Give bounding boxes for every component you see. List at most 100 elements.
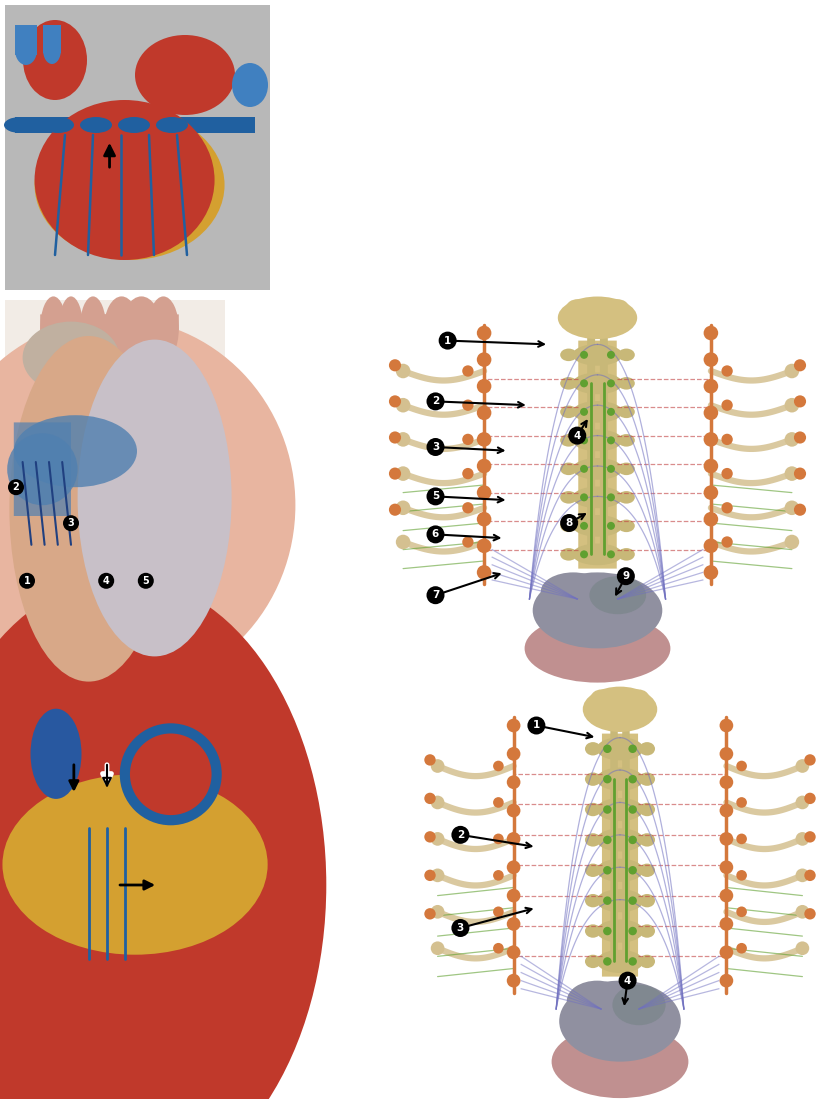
- Ellipse shape: [147, 297, 179, 362]
- Text: 7: 7: [432, 590, 439, 600]
- Text: 3: 3: [456, 923, 464, 933]
- Circle shape: [803, 792, 815, 804]
- Ellipse shape: [618, 491, 634, 503]
- Circle shape: [492, 833, 503, 844]
- Circle shape: [423, 831, 435, 843]
- Circle shape: [476, 379, 491, 393]
- Ellipse shape: [563, 1030, 631, 1069]
- Circle shape: [388, 503, 400, 515]
- Circle shape: [462, 400, 473, 411]
- Text: 1: 1: [24, 576, 30, 586]
- Circle shape: [492, 943, 503, 954]
- Ellipse shape: [638, 924, 654, 937]
- Circle shape: [784, 466, 799, 481]
- Ellipse shape: [2, 775, 267, 955]
- Circle shape: [703, 325, 717, 341]
- Ellipse shape: [638, 955, 654, 968]
- FancyBboxPatch shape: [601, 734, 637, 977]
- Circle shape: [794, 759, 808, 773]
- Circle shape: [476, 486, 491, 500]
- Circle shape: [719, 945, 732, 959]
- Ellipse shape: [34, 100, 215, 260]
- Ellipse shape: [4, 116, 36, 133]
- Circle shape: [450, 919, 468, 937]
- Circle shape: [719, 832, 732, 846]
- Circle shape: [703, 353, 717, 367]
- Ellipse shape: [194, 116, 226, 133]
- Circle shape: [430, 759, 444, 773]
- Ellipse shape: [584, 893, 600, 908]
- Circle shape: [703, 432, 717, 446]
- Ellipse shape: [618, 548, 634, 560]
- Ellipse shape: [566, 299, 588, 315]
- Circle shape: [462, 536, 473, 547]
- Circle shape: [627, 806, 636, 813]
- Circle shape: [721, 536, 732, 547]
- Ellipse shape: [559, 548, 577, 560]
- Circle shape: [803, 869, 815, 881]
- FancyBboxPatch shape: [104, 314, 139, 357]
- Circle shape: [627, 866, 636, 875]
- Ellipse shape: [638, 893, 654, 908]
- Ellipse shape: [572, 430, 622, 452]
- Ellipse shape: [79, 297, 106, 362]
- Ellipse shape: [589, 576, 645, 614]
- Circle shape: [794, 796, 808, 809]
- Text: 2: 2: [12, 482, 20, 492]
- Circle shape: [784, 535, 799, 550]
- Ellipse shape: [627, 689, 649, 707]
- Circle shape: [423, 792, 435, 804]
- FancyBboxPatch shape: [586, 318, 595, 546]
- Ellipse shape: [15, 35, 37, 65]
- Circle shape: [603, 835, 611, 844]
- Text: 5: 5: [432, 491, 439, 501]
- FancyBboxPatch shape: [79, 314, 106, 357]
- Circle shape: [426, 525, 444, 543]
- Circle shape: [793, 467, 805, 479]
- Circle shape: [476, 458, 491, 474]
- Circle shape: [492, 797, 503, 808]
- Circle shape: [719, 974, 732, 988]
- Ellipse shape: [618, 463, 634, 475]
- Circle shape: [506, 974, 520, 988]
- Ellipse shape: [572, 487, 622, 508]
- Circle shape: [616, 567, 634, 585]
- Text: 1: 1: [443, 335, 450, 345]
- Ellipse shape: [30, 709, 81, 799]
- Circle shape: [735, 833, 746, 844]
- Text: 3: 3: [432, 442, 439, 452]
- Ellipse shape: [559, 406, 577, 418]
- FancyBboxPatch shape: [15, 25, 37, 55]
- Circle shape: [396, 466, 410, 481]
- Circle shape: [803, 754, 815, 766]
- Circle shape: [423, 754, 435, 766]
- Circle shape: [8, 479, 24, 496]
- Circle shape: [793, 432, 805, 444]
- Circle shape: [579, 379, 587, 387]
- Circle shape: [492, 907, 503, 918]
- Circle shape: [721, 365, 732, 377]
- Ellipse shape: [40, 297, 66, 362]
- Ellipse shape: [618, 348, 634, 362]
- Ellipse shape: [559, 463, 577, 475]
- Ellipse shape: [595, 858, 643, 881]
- Circle shape: [579, 436, 587, 444]
- Circle shape: [606, 551, 614, 558]
- Circle shape: [506, 776, 520, 789]
- FancyBboxPatch shape: [121, 314, 161, 357]
- Circle shape: [603, 926, 611, 935]
- Circle shape: [794, 942, 808, 955]
- Circle shape: [462, 502, 473, 513]
- FancyBboxPatch shape: [40, 314, 66, 357]
- Ellipse shape: [566, 980, 627, 1021]
- Circle shape: [703, 458, 717, 474]
- Ellipse shape: [584, 864, 600, 877]
- Ellipse shape: [584, 833, 600, 846]
- Ellipse shape: [595, 798, 643, 821]
- Text: 9: 9: [622, 571, 629, 581]
- Circle shape: [719, 861, 732, 874]
- Circle shape: [719, 803, 732, 818]
- Circle shape: [476, 565, 491, 579]
- Circle shape: [492, 761, 503, 771]
- Circle shape: [721, 502, 732, 513]
